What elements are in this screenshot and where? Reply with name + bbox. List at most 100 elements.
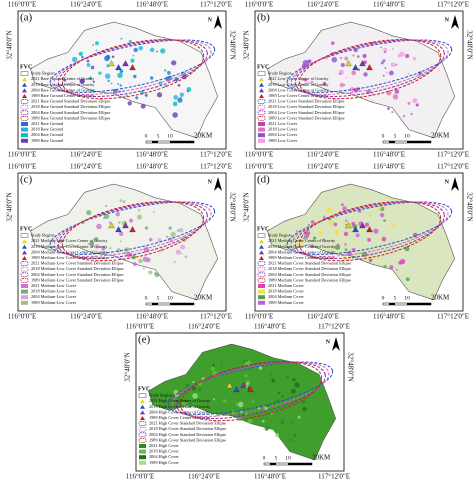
legend-entry: 2004 High Cover Center of Gravity <box>149 409 211 414</box>
longitude-label: 117°12'0"E <box>200 313 232 321</box>
legend-symbol <box>21 289 28 294</box>
legend-entry: 2018 Medium-Low Cover <box>31 289 77 294</box>
cover-patch <box>328 220 334 226</box>
cover-patch <box>170 231 176 237</box>
north-arrow <box>451 177 459 191</box>
cover-patch <box>356 219 359 222</box>
legend-entry: 2021 Low Cover Center of Gravity <box>268 76 329 81</box>
cover-patch <box>140 103 146 109</box>
legend-symbol <box>258 138 265 143</box>
deviation-ellipse <box>290 201 449 257</box>
map-panel: 116°0'0"E 116°0'0"E 116°24'0"E 116°24'0"E 11… <box>6 1 237 159</box>
longitude-label: 116°24'0"E <box>188 473 220 481</box>
cover-patch <box>315 245 318 249</box>
cover-patch <box>172 112 178 118</box>
longitude-label: 116°48'0"E <box>136 163 168 171</box>
north-label: N <box>208 179 213 185</box>
cover-patch <box>117 72 123 79</box>
cover-patch <box>166 235 169 238</box>
cover-patch <box>379 212 385 218</box>
latitude-label: 32°48'0"N <box>6 30 14 59</box>
cover-patch <box>412 56 417 61</box>
gravity-center <box>345 222 352 229</box>
cover-patch <box>120 71 123 74</box>
cover-patch <box>377 205 382 210</box>
cover-patch <box>301 78 305 82</box>
cover-patch <box>178 227 184 233</box>
longitude-label: 116°0'0"E <box>8 151 36 159</box>
deviation-ellipse <box>175 361 326 419</box>
cover-patch <box>167 71 171 75</box>
legend-symbol <box>259 94 264 98</box>
gravity-center <box>122 60 129 67</box>
longitude-label: 116°0'0"E <box>8 313 36 321</box>
cover-patch <box>323 215 326 218</box>
gravity-center <box>352 226 359 233</box>
deviation-ellipse <box>53 39 212 95</box>
legend-symbol <box>21 295 28 300</box>
legend-entry: 2004 Medium Cover <box>268 294 304 299</box>
cover-patch <box>412 232 418 238</box>
latitude-label: 32°48'0"N <box>346 352 354 381</box>
map-panel: 116°0'0"E 116°0'0"E 116°24'0"E 116°24'0"E 11… <box>243 163 474 321</box>
study-region <box>267 21 456 139</box>
latitude-label: 32°48'0"N <box>465 30 473 59</box>
legend-entry: 2018 High Cover Standard Deviation Ellip… <box>149 426 226 431</box>
legend-entry: Study Region <box>31 71 55 76</box>
cover-patch <box>410 112 413 116</box>
legend-entry: 2018 Bare Ground Standard Deviation Elli… <box>31 104 110 109</box>
cover-patch <box>371 99 374 102</box>
scale-label: 10 <box>404 133 410 139</box>
north-arrow <box>332 337 340 351</box>
scale-label: 0 <box>145 133 148 139</box>
legend-symbol <box>259 77 264 82</box>
longitude-label: 117°12'0"E <box>200 151 232 159</box>
longitude-label: 116°0'0"E <box>8 1 36 9</box>
cover-patch <box>110 82 113 85</box>
legend-entry: 2021 Medium Cover Standard Deviation Ell… <box>268 261 351 266</box>
study-region <box>30 21 219 139</box>
legend-entry: 2004 Low Cover Standard Deviation Ellips… <box>268 110 345 115</box>
panel-label: (d) <box>257 174 270 186</box>
cover-patch <box>351 70 357 76</box>
scale-bar <box>389 141 395 143</box>
cover-patch <box>362 53 367 59</box>
north-arrow <box>214 15 222 29</box>
cover-patch <box>142 256 148 262</box>
cover-patch <box>390 222 395 227</box>
gravity-center <box>366 64 373 71</box>
cover-patch <box>244 374 248 378</box>
scale-bar <box>389 303 395 305</box>
deviation-ellipse <box>61 201 205 262</box>
cover-patch <box>318 230 323 235</box>
cover-patch <box>119 84 122 87</box>
cover-patch <box>164 69 167 72</box>
legend-swatch <box>257 71 266 76</box>
cover-patch <box>95 41 100 46</box>
legend-entry: 2018 Medium Cover Standard Deviation Ell… <box>268 266 351 271</box>
legend-symbol <box>139 444 146 448</box>
legend-entry: 1989 Medium Cover <box>268 300 304 305</box>
legend-entry: 1989 Bare Ground Standard Deviation Elli… <box>31 115 110 120</box>
longitude-label: 117°12'0"E <box>437 313 469 321</box>
legend-entry: 2018 Medium-Low Cover Center of Gravity <box>31 244 108 249</box>
longitude-label: 116°48'0"E <box>373 313 405 321</box>
scale-label: 5 <box>275 455 278 461</box>
cover-patch <box>177 83 181 87</box>
scale-label: 20KM <box>194 132 213 140</box>
legend-entry: 2018 Medium-Low Cover Standard Deviation… <box>31 266 124 271</box>
cover-patch <box>356 55 360 58</box>
legend-title: FVC <box>20 64 32 70</box>
study-region <box>148 343 337 461</box>
cover-patch <box>280 420 285 425</box>
cover-patch <box>132 254 136 258</box>
latitude-label: 32°48'0"N <box>243 30 251 59</box>
cover-patch <box>179 96 182 99</box>
longitude-label: 116°24'0"E <box>307 163 339 171</box>
legend-entry: 2018 Medium Cover Center of Gravity <box>268 244 336 249</box>
deviation-ellipse <box>167 361 334 415</box>
cover-patch <box>412 98 418 104</box>
legend-symbol <box>258 289 265 294</box>
cover-patch <box>290 388 296 394</box>
